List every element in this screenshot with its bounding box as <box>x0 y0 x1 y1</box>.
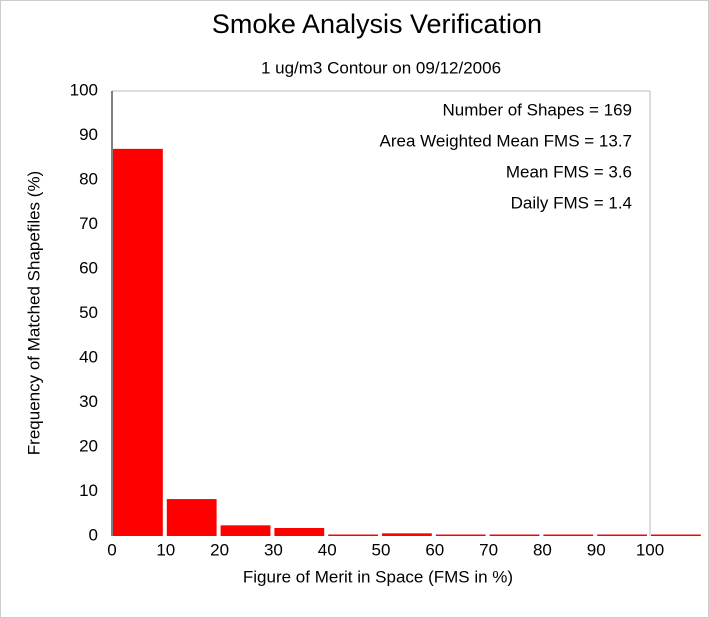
bar <box>543 534 594 536</box>
y-tick-label: 10 <box>79 481 98 500</box>
x-tick-label: 40 <box>318 540 337 559</box>
x-tick-label: 30 <box>264 540 283 559</box>
bar <box>435 534 486 536</box>
y-tick-label: 0 <box>89 525 98 544</box>
x-tick-label: 100 <box>636 540 664 559</box>
bar <box>489 534 540 536</box>
y-tick-label: 70 <box>79 214 98 233</box>
x-tick-label: 90 <box>587 540 606 559</box>
y-tick-label: 20 <box>79 436 98 455</box>
x-tick-label: 0 <box>107 540 116 559</box>
bar <box>597 534 647 536</box>
x-tick-label: 80 <box>533 540 552 559</box>
bar <box>113 148 163 536</box>
annotation: Mean FMS = 3.6 <box>506 162 632 181</box>
y-tick-label: 30 <box>79 392 98 411</box>
annotation: Daily FMS = 1.4 <box>511 193 632 212</box>
annotation: Area Weighted Mean FMS = 13.7 <box>380 131 632 150</box>
bar <box>220 525 271 536</box>
bar <box>274 527 325 536</box>
y-tick-label: 80 <box>79 169 98 188</box>
bar <box>328 534 378 536</box>
y-tick-label: 90 <box>79 125 98 144</box>
x-tick-label: 20 <box>210 540 229 559</box>
y-tick-label: 100 <box>70 80 98 99</box>
y-tick-label: 60 <box>79 258 98 277</box>
annotation: Number of Shapes = 169 <box>443 100 632 119</box>
y-tick-label: 40 <box>79 347 98 366</box>
x-tick-label: 10 <box>156 540 175 559</box>
bar <box>166 499 217 536</box>
x-tick-label: 60 <box>425 540 444 559</box>
y-tick-label: 50 <box>79 303 98 322</box>
chart-title: Smoke Analysis Verification <box>212 9 542 39</box>
bar <box>651 534 701 536</box>
y-axis-label: Frequency of Matched Shapefiles (%) <box>24 171 43 455</box>
x-axis-label: Figure of Merit in Space (FMS in %) <box>243 567 513 586</box>
bar <box>382 533 432 536</box>
chart-subtitle: 1 ug/m3 Contour on 09/12/2006 <box>261 58 501 77</box>
x-tick-label: 70 <box>479 540 498 559</box>
x-tick-label: 50 <box>372 540 391 559</box>
